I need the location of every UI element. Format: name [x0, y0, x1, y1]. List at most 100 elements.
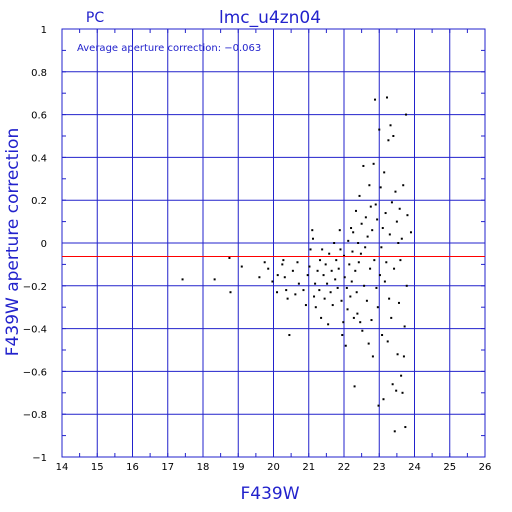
data-point: [285, 289, 288, 292]
data-point: [360, 222, 363, 225]
data-point: [229, 291, 232, 294]
data-point: [376, 306, 379, 309]
data-point: [395, 220, 398, 223]
data-point: [365, 299, 368, 302]
data-point: [330, 269, 333, 272]
data-point: [369, 205, 372, 208]
data-point: [397, 301, 400, 304]
x-tick-label: 25: [443, 462, 456, 473]
data-point: [394, 190, 397, 193]
y-tick-label: 0.2: [31, 196, 47, 207]
data-point: [316, 269, 319, 272]
data-point: [350, 227, 353, 230]
data-point: [393, 267, 396, 270]
data-point: [318, 289, 321, 292]
data-point: [306, 274, 309, 277]
data-point: [385, 261, 388, 264]
data-point: [302, 289, 305, 292]
data-point: [382, 398, 385, 401]
data-point: [349, 295, 352, 298]
data-point: [355, 291, 358, 294]
data-point: [391, 383, 394, 386]
y-tick-label: −0.2: [23, 282, 47, 293]
y-tick-label: −0.6: [23, 367, 47, 378]
data-point: [388, 297, 391, 300]
y-tick-label: 0.8: [31, 68, 47, 79]
data-point: [400, 374, 403, 377]
data-point: [343, 254, 345, 257]
data-point: [314, 282, 317, 285]
data-point: [381, 334, 384, 337]
data-point: [380, 246, 383, 249]
data-point: [392, 135, 395, 137]
data-point: [331, 304, 334, 307]
data-point: [397, 242, 400, 244]
data-point: [364, 216, 367, 219]
data-point: [362, 164, 365, 167]
y-tick-label: 0.4: [31, 153, 47, 164]
x-tick-label: 26: [479, 462, 492, 473]
data-point: [405, 113, 408, 116]
data-point: [341, 334, 344, 337]
x-tick-label: 19: [232, 462, 245, 473]
data-point: [368, 184, 371, 187]
data-point: [181, 278, 184, 281]
x-tick-labels: 14 15 16 17 18 19 20 21 22 23 24 25 26: [56, 462, 492, 473]
data-point: [263, 261, 266, 264]
data-point: [359, 252, 362, 255]
data-point: [406, 214, 409, 217]
data-point: [338, 229, 341, 232]
y-tick-label: 0: [41, 239, 47, 250]
data-point: [376, 218, 379, 221]
data-point: [356, 312, 359, 315]
x-tick-label: 23: [373, 462, 386, 473]
data-point: [323, 297, 326, 300]
data-point: [313, 295, 316, 298]
data-point: [389, 124, 392, 127]
data-point: [271, 280, 274, 283]
x-tick-label: 14: [56, 462, 69, 473]
x-tick-label: 18: [197, 462, 210, 473]
data-point: [267, 267, 270, 270]
data-points: [181, 96, 412, 433]
x-tick-label: 21: [302, 462, 315, 473]
data-point: [345, 286, 348, 289]
data-point: [324, 263, 327, 266]
data-point: [378, 128, 381, 131]
data-point: [383, 280, 386, 283]
data-point: [405, 284, 408, 287]
y-tick-label: 1: [41, 25, 47, 36]
y-tick-label: 0.6: [31, 111, 47, 122]
data-point: [402, 184, 405, 187]
data-point: [346, 308, 349, 311]
data-point: [374, 203, 377, 206]
data-point: [320, 316, 323, 319]
data-point: [371, 229, 374, 232]
data-point: [282, 259, 285, 262]
data-point: [363, 284, 366, 287]
data-point: [384, 212, 387, 215]
data-point: [366, 235, 369, 238]
data-point: [370, 319, 373, 322]
detector-label: PC: [86, 10, 104, 26]
data-point: [297, 282, 300, 285]
x-tick-label: 15: [91, 462, 104, 473]
data-point: [314, 306, 317, 309]
data-point: [371, 355, 374, 358]
data-point: [322, 274, 325, 277]
data-point: [344, 344, 347, 347]
x-tick-label: 17: [161, 462, 174, 473]
data-point: [288, 334, 291, 337]
data-point: [381, 227, 384, 230]
data-point: [333, 242, 336, 244]
data-point: [283, 276, 286, 279]
data-point: [291, 269, 294, 272]
data-point: [396, 353, 399, 356]
data-point: [348, 263, 351, 266]
data-point: [319, 259, 322, 262]
data-point: [386, 340, 389, 343]
data-point: [286, 297, 289, 300]
data-point: [379, 186, 382, 189]
data-point: [347, 239, 350, 242]
data-point: [308, 265, 311, 268]
